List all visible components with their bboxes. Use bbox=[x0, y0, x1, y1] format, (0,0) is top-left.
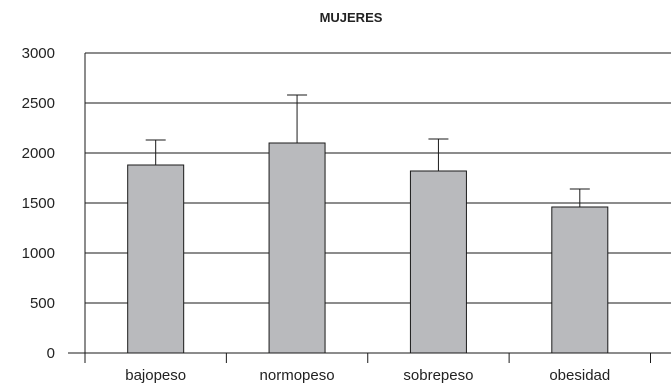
y-tick-label: 500 bbox=[30, 295, 55, 312]
bar-normopeso bbox=[268, 142, 326, 354]
chart-title: MUJERES bbox=[320, 10, 383, 25]
bar-sobrepeso bbox=[409, 170, 467, 354]
x-axis-labels: bajopeso normopeso sobrepeso obesidad bbox=[125, 367, 610, 384]
x-tick-label-sobrepeso: sobrepeso bbox=[403, 367, 473, 384]
y-tick-label: 0 bbox=[47, 345, 55, 362]
x-tick-label-bajopeso: bajopeso bbox=[125, 367, 186, 384]
y-tick-label: 1500 bbox=[22, 195, 55, 212]
bar-bajopeso bbox=[127, 164, 185, 354]
axes bbox=[68, 53, 671, 363]
y-axis-ticks: 0 500 1000 1500 2000 2500 3000 bbox=[22, 45, 55, 362]
bars bbox=[127, 142, 609, 354]
x-tick-label-obesidad: obesidad bbox=[549, 367, 610, 384]
y-tick-label: 1000 bbox=[22, 245, 55, 262]
y-tick-label: 2500 bbox=[22, 95, 55, 112]
x-tick-label-normopeso: normopeso bbox=[260, 367, 335, 384]
y-tick-label: 2000 bbox=[22, 145, 55, 162]
bar-obesidad bbox=[551, 206, 609, 354]
error-bars bbox=[145, 94, 590, 207]
y-tick-label: 3000 bbox=[22, 45, 55, 62]
